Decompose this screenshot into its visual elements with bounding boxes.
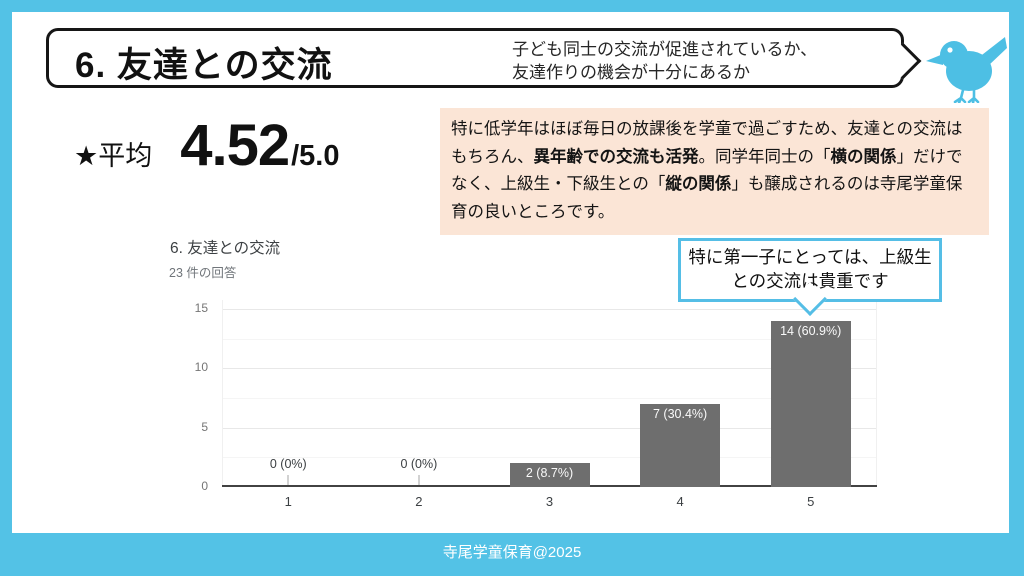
highlight-bold-text: 縦の関係 bbox=[665, 175, 732, 193]
minor-gridline bbox=[223, 457, 876, 459]
slide-content-area: 6. 友達との交流 子ども同士の交流が促進されているか、 友達作りの機会が十分に… bbox=[12, 12, 1009, 533]
bar-chart-plot: 0 (0%) 1 0 (0%) 2 2 (8.7%) 3 7 (30.4%) 4 14 (60.… bbox=[222, 300, 877, 509]
y-axis-label: 0 bbox=[201, 479, 208, 493]
title-speech-bubble: 6. 友達との交流 子ども同士の交流が促進されているか、 友達作りの機会が十分に… bbox=[46, 28, 922, 88]
page-title: 6. 友達との交流 bbox=[75, 46, 333, 85]
footer-credit: 寺尾学童保育@2025 bbox=[442, 544, 582, 561]
y-axis-label: 5 bbox=[201, 419, 208, 434]
bar-value-label: 14 (60.9%) bbox=[780, 323, 842, 338]
zero-tick bbox=[287, 475, 290, 485]
zero-value-label: 0 (0%) bbox=[269, 457, 307, 471]
bar-value-label: 7 (30.4%) bbox=[652, 406, 708, 421]
highlight-text: 。同学年同士の「 bbox=[698, 147, 831, 166]
bar: 2 (8.7%) bbox=[509, 463, 590, 487]
highlight-text: 」だけでなく、上級生・下級生との「 bbox=[451, 147, 963, 194]
bird-icon bbox=[926, 33, 1010, 108]
average-value: 4.52 bbox=[180, 113, 290, 178]
highlight-text: 特に低学年はほぼ毎日の放課後を学童で過ごすため、友達との交流はもちろん、 bbox=[451, 120, 963, 166]
chart-title: 6. 友達との交流 bbox=[170, 240, 281, 257]
minor-gridline bbox=[223, 398, 876, 399]
zero-tick bbox=[417, 475, 420, 485]
callout-line-2: との交流は貴重です bbox=[731, 271, 889, 291]
bar: 14 (60.9%) bbox=[770, 320, 851, 487]
gridline bbox=[223, 427, 876, 429]
highlight-note-box: 特に低学年はほぼ毎日の放課後を学童で過ごすため、友達との交流はもちろん、異年齢で… bbox=[440, 108, 989, 235]
x-axis-label: 2 bbox=[415, 494, 423, 509]
x-axis-label: 1 bbox=[284, 494, 292, 509]
callout-box: 特に第一子にとっては、上級生 との交流は貴重です bbox=[678, 238, 942, 316]
highlight-bold-text: 横の関係 bbox=[830, 147, 897, 166]
bar: 7 (30.4%) bbox=[640, 403, 721, 487]
average-denominator: /5.0 bbox=[291, 140, 340, 172]
title-subtitle: 子ども同士の交流が促進されているか、 友達作りの機会が十分にあるか bbox=[512, 38, 817, 84]
y-axis-label: 15 bbox=[194, 301, 208, 315]
highlight-bold-text: 異年齢での交流も活発 bbox=[533, 147, 699, 166]
zero-value-label: 0 (0%) bbox=[400, 457, 438, 471]
bar-chart-ylabels: 0 5 10 15 bbox=[180, 300, 208, 495]
minor-gridline bbox=[223, 338, 876, 340]
x-axis-label: 3 bbox=[545, 494, 554, 509]
x-axis-label: 4 bbox=[676, 494, 684, 509]
speech-bubble-pointer bbox=[884, 42, 922, 80]
callout-line-1: 特に第一子にとっては、上級生 bbox=[688, 247, 932, 267]
gridline bbox=[223, 309, 876, 310]
gridline bbox=[223, 368, 876, 370]
y-axis-label: 10 bbox=[194, 360, 208, 375]
subtitle-line-2: 友達作りの機会が十分にあるか bbox=[512, 63, 750, 82]
subtitle-line-1: 子ども同士の交流が促進されているか、 bbox=[512, 40, 818, 59]
average-label: ★平均 bbox=[74, 141, 153, 171]
bar-value-label: 2 (8.7%) bbox=[525, 466, 574, 481]
chart-response-count: 23 件の回答 bbox=[169, 266, 237, 280]
average-score-block: ★平均 4.52 /5.0 bbox=[74, 112, 339, 179]
highlight-text: 」も醸成されるのは寺尾学童保育の良いところです。 bbox=[451, 175, 963, 221]
x-axis-label: 5 bbox=[807, 494, 815, 509]
